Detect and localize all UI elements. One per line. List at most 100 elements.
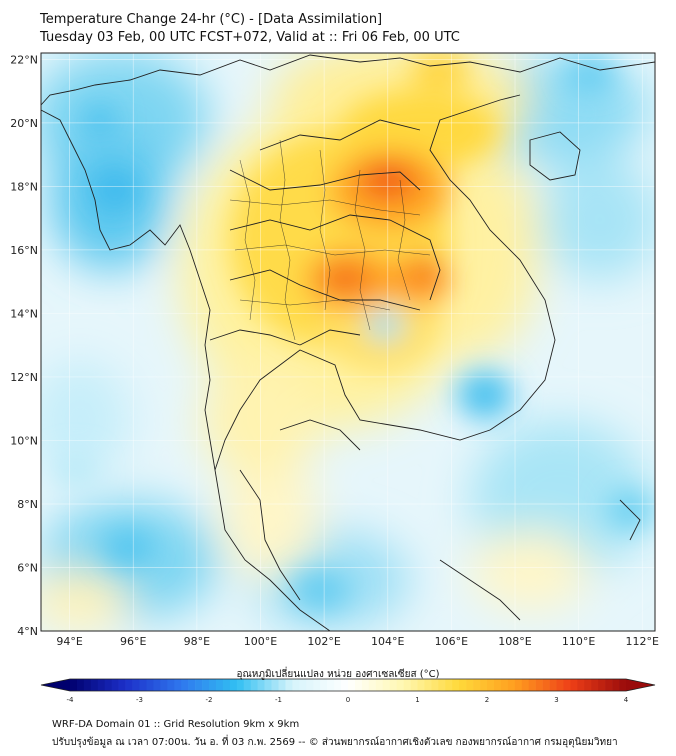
colorbar-cell [375, 679, 384, 691]
colorbar-tick-label: -1 [275, 696, 282, 704]
colorbar-cell [299, 679, 307, 691]
lon-label: 106°E [435, 635, 468, 648]
colorbar-cell [480, 679, 488, 691]
lon-label: 102°E [307, 635, 340, 648]
colorbar-cell [605, 679, 613, 691]
colorbar-cell [493, 679, 502, 691]
colorbar-cell [146, 679, 154, 691]
colorbar-cell [229, 679, 238, 691]
colorbar-cell [348, 679, 356, 691]
lon-label: 96°E [120, 635, 146, 648]
footer-update-info: ปรับปรุงข้อมูล ณ เวลา 07:00น. วัน อ. ที่… [52, 737, 618, 748]
colorbar-tick-label: -2 [206, 696, 213, 704]
colorbar-tick-label: 2 [485, 696, 489, 704]
colorbar-tick-label: 1 [415, 696, 419, 704]
colorbar-cell [320, 679, 328, 691]
colorbar-cell [160, 679, 168, 691]
colorbar-cells [70, 679, 627, 691]
colorbar-cell [111, 679, 119, 691]
colorbar-cell [514, 679, 523, 691]
colorbar-cell [278, 679, 286, 691]
colorbar-cell [368, 679, 377, 691]
lat-label: 12°N [10, 371, 38, 384]
colorbar-cell [410, 679, 418, 691]
colorbar-cell [202, 679, 210, 691]
colorbar-cell [570, 679, 578, 691]
lon-label: 100°E [244, 635, 277, 648]
colorbar-min-arrow [41, 679, 70, 691]
colorbar-cell [132, 679, 140, 691]
colorbar-cell [174, 679, 182, 691]
colorbar-tick-label: -4 [67, 696, 75, 704]
colorbar-cell [243, 679, 251, 691]
colorbar-ticks: -4 -3 -2 -1 0 1 2 3 4 [67, 696, 629, 704]
colorbar-cell [153, 679, 161, 691]
colorbar-cell [598, 679, 606, 691]
lon-label: 108°E [498, 635, 531, 648]
lat-label: 16°N [10, 244, 38, 257]
colorbar-cell [612, 679, 620, 691]
map-frame [40, 52, 656, 632]
colorbar-tick-label: 3 [554, 696, 558, 704]
colorbar-cell [70, 679, 78, 691]
colorbar-cell [83, 679, 92, 691]
chart-title: Temperature Change 24-hr (°C) - [Data As… [40, 12, 383, 27]
colorbar-title: อุณหภูมิเปลี่ยนแปลง หน่วย องศาเซลเซียส (… [236, 669, 440, 680]
lat-label: 6°N [17, 561, 38, 574]
colorbar-cell [389, 679, 397, 691]
colorbar-cell [591, 679, 599, 691]
colorbar-cell [125, 679, 133, 691]
colorbar-cell [334, 679, 342, 691]
colorbar-tick-label: 4 [624, 696, 629, 704]
longitude-labels: 94°E 96°E 98°E 100°E 102°E 104°E 106°E 108°E 110… [56, 635, 659, 648]
colorbar-cell [341, 679, 349, 691]
colorbar-cell [466, 679, 474, 691]
colorbar-cell [306, 679, 314, 691]
lon-label: 98°E [184, 635, 210, 648]
lon-label: 104°E [371, 635, 404, 648]
colorbar-cell [577, 679, 585, 691]
lat-label: 22°N [10, 53, 38, 66]
colorbar-cell [271, 679, 279, 691]
colorbar-cell [181, 679, 189, 691]
footer-model-info: WRF-DA Domain 01 :: Grid Resolution 9km … [52, 719, 300, 730]
colorbar-tick-label: -3 [136, 696, 143, 704]
warm-core-anomaly [55, 54, 652, 610]
colorbar-cell [361, 679, 370, 691]
colorbar-max-arrow [626, 679, 655, 691]
colorbar-cell [264, 679, 272, 691]
lon-label: 94°E [56, 635, 82, 648]
colorbar-cell [424, 679, 432, 691]
colorbar-cell [452, 679, 460, 691]
lat-label: 18°N [10, 180, 38, 193]
colorbar-cell [382, 679, 390, 691]
colorbar-cell [528, 679, 536, 691]
colorbar-cell [549, 679, 557, 691]
colorbar-cell [76, 679, 85, 691]
lat-label: 8°N [17, 498, 38, 511]
colorbar-cell [521, 679, 529, 691]
colorbar-cell [104, 679, 112, 691]
colorbar-cell [215, 679, 224, 691]
colorbar-cell [459, 679, 467, 691]
colorbar-cell [396, 679, 404, 691]
lat-label: 10°N [10, 434, 38, 447]
colorbar-cell [431, 679, 439, 691]
colorbar-cell [188, 679, 196, 691]
colorbar-cell [327, 679, 335, 691]
colorbar-cell [445, 679, 453, 691]
colorbar-cell [195, 679, 203, 691]
colorbar-cell [90, 679, 99, 691]
colorbar-tick-label: 0 [346, 696, 350, 704]
colorbar-cell [563, 679, 571, 691]
lon-label: 110°E [562, 635, 595, 648]
colorbar-cell [542, 679, 550, 691]
province-borders [229, 139, 431, 341]
lat-label: 4°N [17, 625, 38, 638]
colorbar-cell [619, 679, 627, 691]
colorbar-cell [354, 679, 363, 691]
colorbar-cell [139, 679, 147, 691]
colorbar-cell [167, 679, 175, 691]
colorbar-cell [584, 679, 592, 691]
